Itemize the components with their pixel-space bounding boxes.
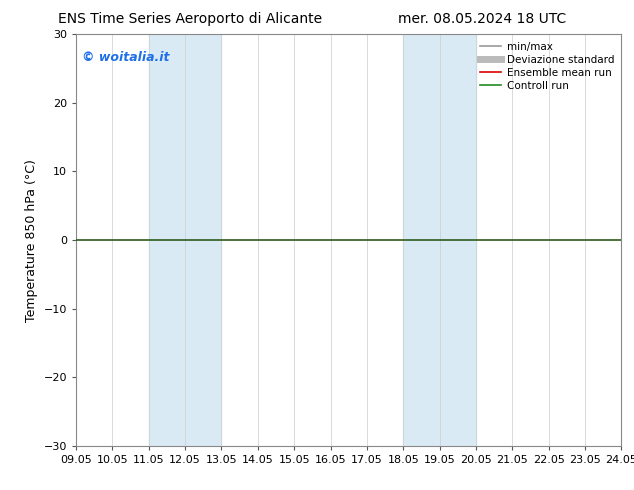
Text: © woitalia.it: © woitalia.it: [82, 51, 169, 64]
Text: mer. 08.05.2024 18 UTC: mer. 08.05.2024 18 UTC: [398, 12, 566, 26]
Bar: [403, 34, 476, 446]
Legend: min/max, Deviazione standard, Ensemble mean run, Controll run: min/max, Deviazione standard, Ensemble m…: [476, 37, 618, 95]
Bar: [149, 34, 221, 446]
Y-axis label: Temperature 850 hPa (°C): Temperature 850 hPa (°C): [25, 159, 38, 321]
Text: ENS Time Series Aeroporto di Alicante: ENS Time Series Aeroporto di Alicante: [58, 12, 322, 26]
